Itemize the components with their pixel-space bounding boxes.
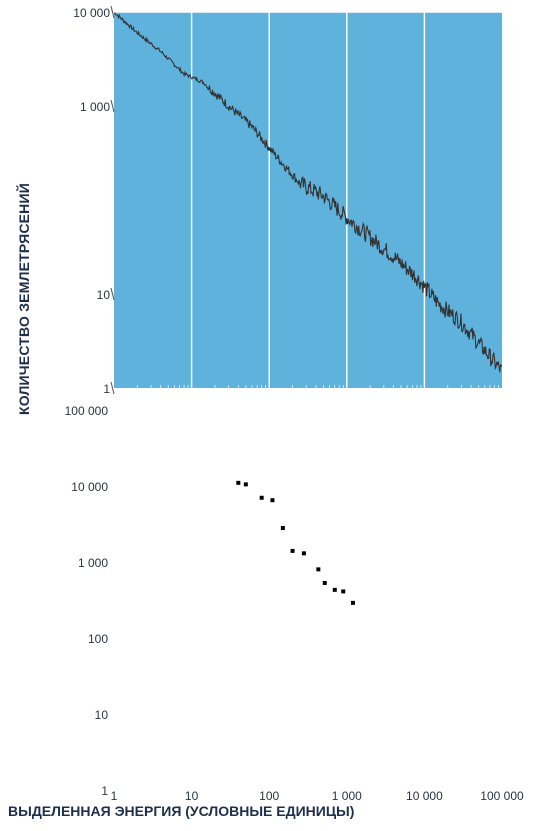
bottom-x-tick-label-2: 100 bbox=[259, 789, 279, 803]
top-chart: 10 000 1 000 10 1 bbox=[73, 5, 503, 396]
top-y-ticks: 10 000 1 000 10 1 bbox=[73, 5, 115, 396]
top-y-tick-mark-1 bbox=[110, 99, 115, 113]
bottom-point-8 bbox=[322, 580, 327, 585]
bottom-scatter-points bbox=[236, 480, 355, 605]
bottom-point-11 bbox=[350, 600, 355, 605]
top-y-tick-label-0: 10 000 bbox=[73, 6, 110, 20]
top-series-line bbox=[114, 12, 503, 373]
bottom-point-2 bbox=[259, 495, 264, 500]
bottom-x-tick-label-5: 100 000 bbox=[480, 789, 524, 803]
bottom-y-tick-label-1: 10 000 bbox=[71, 480, 108, 494]
bottom-x-tick-label-3: 1 000 bbox=[332, 789, 362, 803]
x-axis-title: ВЫДЕЛЕННАЯ ЭНЕРГИЯ (УСЛОВНЫЕ ЕДИНИЦЫ) bbox=[8, 803, 355, 819]
bottom-point-4 bbox=[280, 526, 285, 531]
bottom-x-ticks: 1 10 100 1 000 10 000 100 000 bbox=[111, 789, 524, 803]
bottom-y-tick-label-3: 100 bbox=[88, 632, 108, 646]
bottom-y-tick-label-2: 1 000 bbox=[78, 556, 108, 570]
bottom-point-0 bbox=[236, 480, 241, 485]
top-y-tick-mark-3 bbox=[110, 381, 115, 395]
bottom-point-10 bbox=[341, 589, 346, 594]
bottom-y-tick-label-0: 100 000 bbox=[65, 404, 109, 418]
bottom-point-6 bbox=[301, 551, 306, 556]
bottom-point-5 bbox=[290, 548, 295, 553]
bottom-y-ticks: 100 000 10 000 1 000 100 10 1 bbox=[65, 404, 109, 798]
top-y-tick-mark-2 bbox=[110, 287, 115, 301]
top-y-tick-label-3: 1 bbox=[103, 382, 110, 396]
y-axis-title: КОЛИЧЕСТВО ЗЕМЛЕТРЯСЕНИЙ bbox=[16, 182, 32, 415]
top-gridlines bbox=[114, 11, 502, 388]
bottom-point-3 bbox=[270, 498, 275, 503]
bottom-chart: 100 000 10 000 1 000 100 10 1 1 10 100 1 000 10 0… bbox=[65, 404, 524, 803]
bottom-point-9 bbox=[332, 587, 337, 592]
top-y-tick-label-1: 1 000 bbox=[80, 100, 110, 114]
bottom-point-1 bbox=[243, 482, 248, 487]
bottom-y-tick-label-4: 10 bbox=[95, 708, 109, 722]
top-y-tick-mark-0 bbox=[110, 5, 115, 19]
top-minor-ticks bbox=[136, 385, 499, 388]
bottom-x-tick-label-4: 10 000 bbox=[406, 789, 443, 803]
bottom-y-tick-label-5: 1 bbox=[101, 784, 108, 798]
bottom-x-tick-label-1: 10 bbox=[185, 789, 199, 803]
bottom-point-7 bbox=[316, 567, 321, 572]
top-y-tick-label-2: 10 bbox=[97, 288, 111, 302]
top-plot-background bbox=[114, 12, 502, 388]
bottom-x-tick-label-0: 1 bbox=[111, 789, 118, 803]
